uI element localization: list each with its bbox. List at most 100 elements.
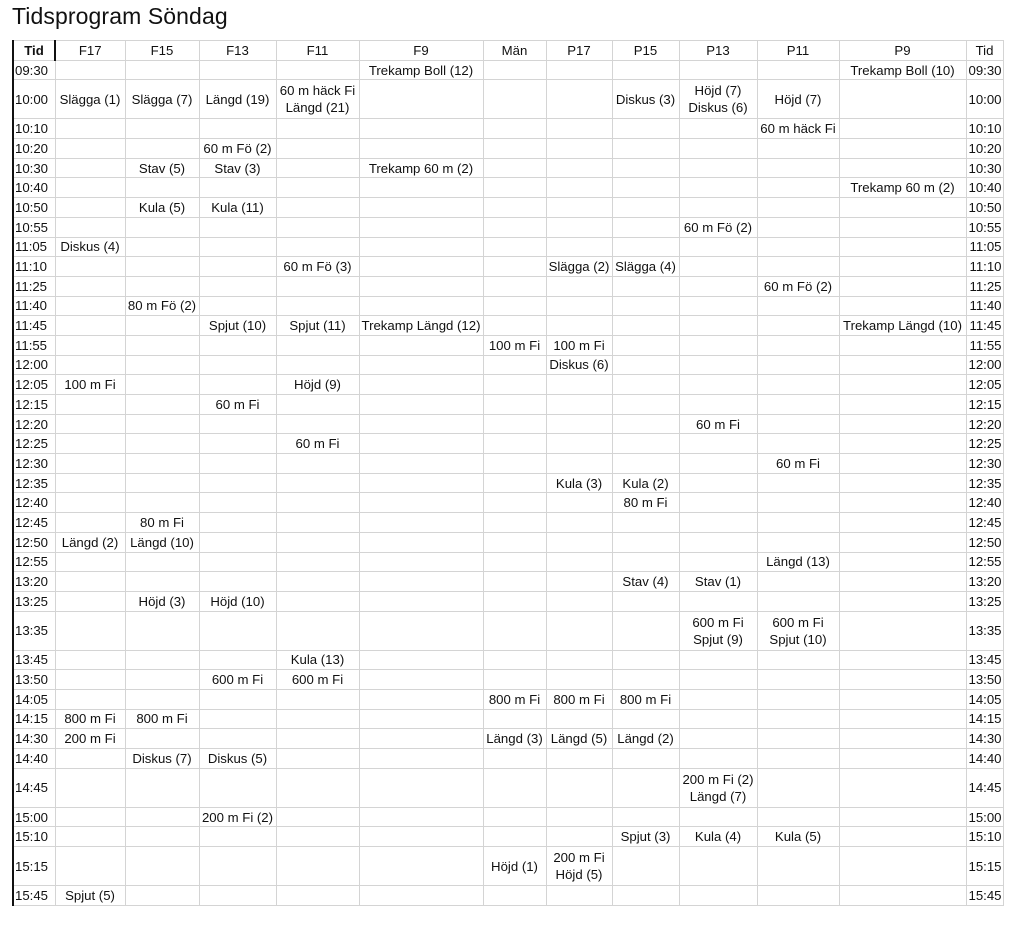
event-cell-p15: 80 m Fi xyxy=(611,492,680,514)
event-cell-f11 xyxy=(275,157,360,179)
event-cell-p11 xyxy=(756,728,840,749)
event-cell-f13 xyxy=(198,118,277,140)
event-cell-p13 xyxy=(678,688,758,710)
time-cell: 13:35 xyxy=(965,610,1004,651)
table-row: 11:40 80 m Fö (2) 11:40 xyxy=(12,295,1004,317)
table-row: 14:40 Diskus (7) Diskus (5) 14:40 xyxy=(12,748,1004,769)
event-cell-män xyxy=(482,610,547,651)
time-cell: 10:00 xyxy=(12,79,56,120)
event-label: 60 m häck Fi xyxy=(279,83,356,99)
event-label: 100 m Fi xyxy=(64,377,116,393)
event-cell-p9 xyxy=(838,236,967,258)
event-cell-p11: Kula (5) xyxy=(756,826,840,848)
event-cell-f15 xyxy=(124,551,200,573)
time-cell: 12:15 xyxy=(965,394,1004,415)
event-cell-p11 xyxy=(756,59,840,81)
table-row: 11:25 60 m Fö (2) 11:25 xyxy=(12,275,1004,297)
time-cell: 15:00 xyxy=(12,806,56,828)
event-cell-f17: Diskus (4) xyxy=(54,236,126,258)
event-cell-f13 xyxy=(198,275,277,297)
event-cell-p13 xyxy=(678,394,758,415)
event-cell-f15 xyxy=(124,59,200,81)
event-label: Längd (2) xyxy=(61,534,119,550)
time-cell: 12:05 xyxy=(12,374,56,395)
event-cell-män xyxy=(482,157,547,179)
event-cell-f9 xyxy=(358,413,484,435)
event-cell-f13 xyxy=(198,728,277,749)
time-cell: 14:15 xyxy=(12,708,56,730)
event-cell-f9 xyxy=(358,649,484,671)
event-cell-p11 xyxy=(756,472,840,494)
event-label: 60 m Fö (2) xyxy=(763,278,833,294)
event-cell-p13 xyxy=(678,236,758,258)
event-cell-f17 xyxy=(54,669,126,690)
event-cell-p9 xyxy=(838,688,967,710)
time-cell: 15:10 xyxy=(12,826,56,848)
time-cell: 15:45 xyxy=(965,885,1004,906)
event-cell-p9 xyxy=(838,216,967,238)
column-header-f11: F11 xyxy=(275,40,360,61)
event-cell-f9 xyxy=(358,453,484,474)
event-cell-f9 xyxy=(358,531,484,553)
time-cell: 12:35 xyxy=(12,472,56,494)
time-cell: 11:40 xyxy=(965,295,1004,317)
event-cell-p15: 800 m Fi xyxy=(611,688,680,710)
event-cell-p17 xyxy=(545,669,613,690)
time-cell: 10:50 xyxy=(12,197,56,218)
event-cell-p11 xyxy=(756,354,840,376)
event-cell-f15 xyxy=(124,118,200,140)
event-cell-f11 xyxy=(275,551,360,573)
event-label: 60 m Fö (2) xyxy=(683,219,753,235)
event-cell-p15 xyxy=(611,413,680,435)
event-cell-f17 xyxy=(54,806,126,828)
event-cell-p17: Diskus (6) xyxy=(545,354,613,376)
event-cell-män xyxy=(482,59,547,81)
table-row: 11:05 Diskus (4) 11:05 xyxy=(12,236,1004,258)
event-label: Längd (13) xyxy=(766,554,830,570)
event-cell-f9 xyxy=(358,433,484,455)
event-cell-män xyxy=(482,177,547,199)
event-cell-p9 xyxy=(838,374,967,395)
event-label: Längd (5) xyxy=(550,731,608,747)
event-cell-män xyxy=(482,118,547,140)
event-label: 100 m Fi xyxy=(488,337,541,353)
event-label: Slägga (4) xyxy=(615,259,676,275)
event-cell-män xyxy=(482,669,547,690)
event-label: Höjd (7) xyxy=(694,83,742,99)
event-label: Trekamp 60 m (2) xyxy=(850,180,955,196)
event-cell-p11 xyxy=(756,649,840,671)
table-row: 15:45 Spjut (5) 15:45 xyxy=(12,885,1004,906)
table-row: 11:55 100 m Fi 100 m Fi 11:55 xyxy=(12,334,1004,356)
time-cell: 11:05 xyxy=(965,236,1004,258)
event-cell-p17 xyxy=(545,590,613,612)
event-cell-f9 xyxy=(358,571,484,592)
event-cell-p11 xyxy=(756,512,840,533)
event-cell-p9 xyxy=(838,394,967,415)
column-header-p17: P17 xyxy=(545,40,613,61)
event-cell-f9 xyxy=(358,551,484,573)
event-label: Kula (5) xyxy=(138,199,186,215)
event-cell-f15: Slägga (7) xyxy=(124,79,200,120)
table-row: 13:20 Stav (4) Stav (1) 13:20 xyxy=(12,571,1004,592)
table-row: 14:05 800 m Fi 800 m Fi 800 m Fi 14:05 xyxy=(12,688,1004,710)
event-cell-p13 xyxy=(678,138,758,159)
table-row: 15:10 Spjut (3) Kula (4) Kula (5) 15:10 xyxy=(12,826,1004,848)
event-cell-p15: Längd (2) xyxy=(611,728,680,749)
time-cell: 12:45 xyxy=(12,512,56,533)
event-cell-p9 xyxy=(838,649,967,671)
event-cell-f15 xyxy=(124,492,200,514)
event-cell-f9 xyxy=(358,708,484,730)
event-cell-f13 xyxy=(198,531,277,553)
event-cell-f11 xyxy=(275,236,360,258)
time-cell: 14:05 xyxy=(12,688,56,710)
event-cell-p15 xyxy=(611,197,680,218)
event-cell-p15: Stav (4) xyxy=(611,571,680,592)
event-cell-p15 xyxy=(611,885,680,906)
event-cell-f13 xyxy=(198,334,277,356)
event-cell-f15: Diskus (7) xyxy=(124,748,200,769)
event-cell-p11 xyxy=(756,748,840,769)
event-cell-f11 xyxy=(275,492,360,514)
table-row: 12:20 60 m Fi 12:20 xyxy=(12,413,1004,435)
time-cell: 11:05 xyxy=(12,236,56,258)
time-cell: 13:35 xyxy=(12,610,56,651)
